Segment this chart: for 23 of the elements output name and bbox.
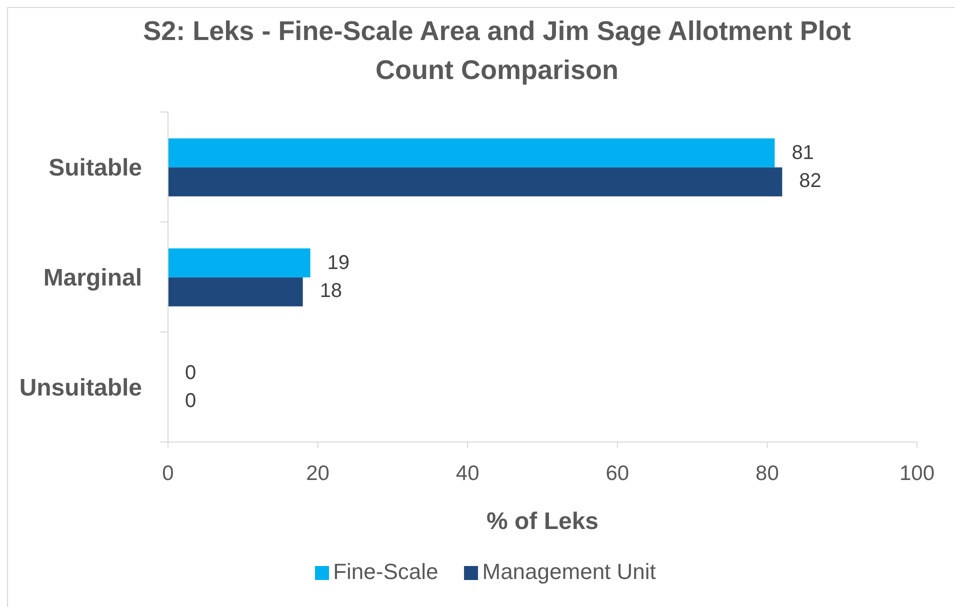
y-tick-label: Unsuitable <box>19 374 142 402</box>
x-tick-label: 20 <box>306 462 330 485</box>
data-label: 81 <box>792 142 814 164</box>
bar <box>168 138 775 168</box>
data-label: 0 <box>185 390 196 412</box>
x-tick-label: 60 <box>606 462 630 485</box>
x-tick-label: 100 <box>899 462 935 485</box>
x-tick-label: 40 <box>456 462 480 485</box>
data-label: 82 <box>799 170 822 192</box>
y-tick-label: Marginal <box>43 264 142 292</box>
x-tick-label: 80 <box>756 462 779 485</box>
legend-label: Management Unit <box>482 559 656 584</box>
legend-label: Fine-Scale <box>333 559 438 584</box>
y-tick-label: Suitable <box>48 154 142 182</box>
data-label: 0 <box>185 362 196 384</box>
bar <box>168 248 310 278</box>
x-axis-title: % of Leks <box>486 508 599 535</box>
data-label: 19 <box>327 252 350 274</box>
data-label: 18 <box>320 280 342 302</box>
bar <box>168 277 303 306</box>
chart-title: S2: Leks - Fine-Scale Area and Jim Sage Allotment Plot Count Comparison <box>142 15 852 87</box>
bar <box>168 167 782 196</box>
x-tick-label: 0 <box>162 462 174 485</box>
